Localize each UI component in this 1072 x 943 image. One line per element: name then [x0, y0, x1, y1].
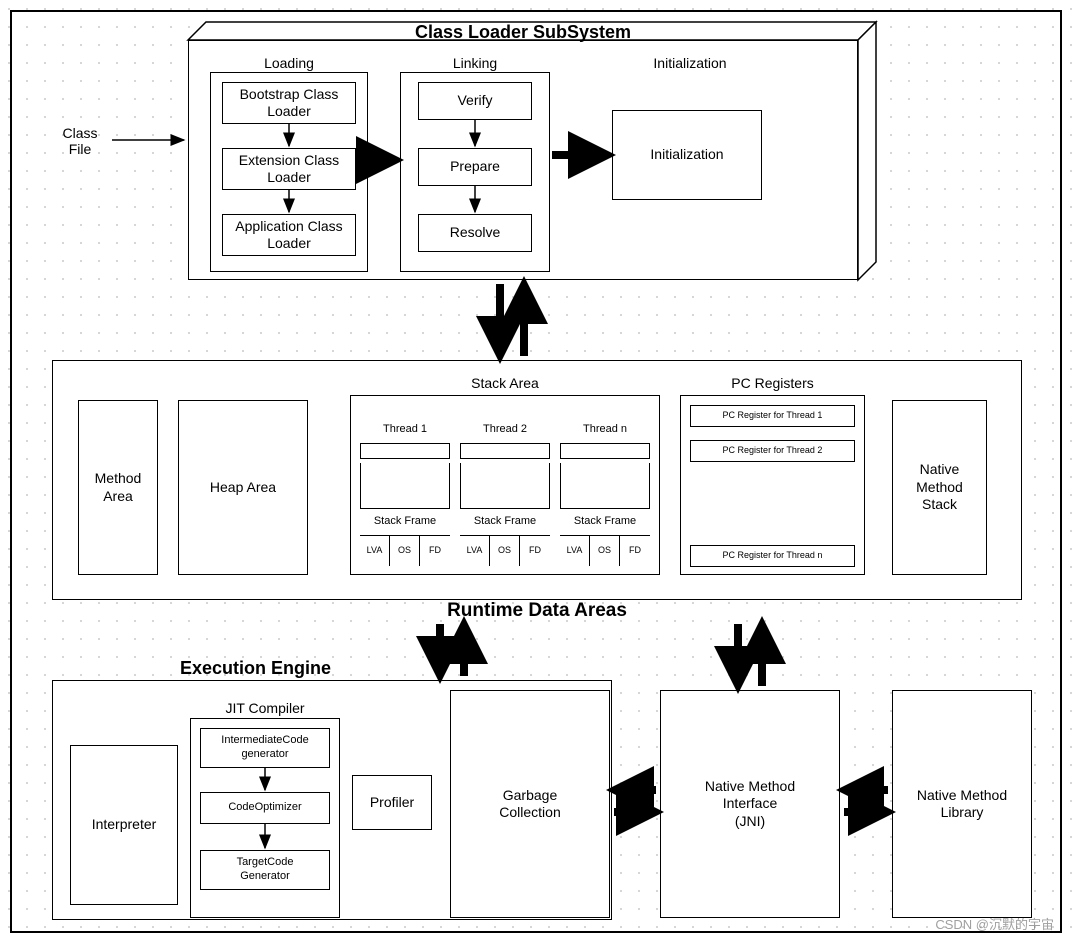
thread-1-stackframe: Stack Frame — [360, 508, 450, 536]
loading-extension-label: Extension Class Loader — [225, 152, 353, 187]
thread-2-stackframe: Stack Frame — [460, 508, 550, 536]
class-loader-title: Class Loader SubSystem — [188, 22, 858, 43]
linking-verify-label: Verify — [457, 92, 492, 110]
execution-engine-title: Execution Engine — [180, 658, 331, 679]
jit-target: TargetCode Generator — [200, 850, 330, 890]
pc-reg-1: PC Register for Thread 1 — [690, 405, 855, 427]
pc-reg-n: PC Register for Thread n — [690, 545, 855, 567]
thread-1-fd: FD — [420, 536, 450, 566]
loading-bootstrap: Bootstrap Class Loader — [222, 82, 356, 124]
runtime-data-title: Runtime Data Areas — [52, 600, 1022, 622]
heap-area-label: Heap Area — [210, 479, 276, 497]
gc-label: Garbage Collection — [499, 787, 560, 822]
loading-bootstrap-label: Bootstrap Class Loader — [225, 86, 353, 121]
thread-1-os: OS — [390, 536, 420, 566]
linking-prepare-label: Prepare — [450, 158, 500, 176]
interpreter-label: Interpreter — [92, 816, 157, 834]
linking-resolve: Resolve — [418, 214, 532, 252]
native-method-stack-box: Native Method Stack — [892, 400, 987, 575]
pc-registers-label: PC Registers — [680, 375, 865, 391]
method-area-label: Method Area — [95, 470, 142, 505]
class-file-label: Class File — [50, 125, 110, 157]
initialization-label: Initialization — [590, 55, 790, 71]
jit-optimizer: CodeOptimizer — [200, 792, 330, 824]
jni-label: Native Method Interface (JNI) — [705, 778, 795, 831]
native-lib-label: Native Method Library — [917, 787, 1007, 822]
initialization-box-label: Initialization — [650, 146, 723, 164]
thread-2-name: Thread 2 — [460, 416, 550, 444]
interpreter-box: Interpreter — [70, 745, 178, 905]
profiler-box: Profiler — [352, 775, 432, 830]
heap-area-box: Heap Area — [178, 400, 308, 575]
jni-box: Native Method Interface (JNI) — [660, 690, 840, 918]
thread-n-spacer — [560, 458, 650, 463]
loading-application-label: Application Class Loader — [225, 218, 353, 253]
thread-n-lva: LVA — [560, 536, 590, 566]
thread-1-spacer — [360, 458, 450, 463]
thread-2-spacer — [460, 458, 550, 463]
thread-n-fd: FD — [620, 536, 650, 566]
gc-box: Garbage Collection — [450, 690, 610, 918]
stack-area-label: Stack Area — [350, 375, 660, 391]
thread-n-os: OS — [590, 536, 620, 566]
watermark: CSDN @沉默的宇宙 — [935, 914, 1054, 933]
thread-2-lva: LVA — [460, 536, 490, 566]
thread-2-fd: FD — [520, 536, 550, 566]
jit-intermediate: IntermediateCode generator — [200, 728, 330, 768]
pc-reg-2: PC Register for Thread 2 — [690, 440, 855, 462]
thread-n-stackframe: Stack Frame — [560, 508, 650, 536]
loading-label: Loading — [210, 55, 368, 71]
thread-1-name: Thread 1 — [360, 416, 450, 444]
loading-extension: Extension Class Loader — [222, 148, 356, 190]
method-area-box: Method Area — [78, 400, 158, 575]
linking-resolve-label: Resolve — [450, 224, 501, 242]
native-method-stack-label: Native Method Stack — [916, 461, 963, 514]
thread-1-lva: LVA — [360, 536, 390, 566]
linking-label: Linking — [400, 55, 550, 71]
thread-2-os: OS — [490, 536, 520, 566]
jit-label: JIT Compiler — [190, 700, 340, 716]
linking-verify: Verify — [418, 82, 532, 120]
loading-application: Application Class Loader — [222, 214, 356, 256]
profiler-label: Profiler — [370, 794, 414, 812]
initialization-box: Initialization — [612, 110, 762, 200]
linking-prepare: Prepare — [418, 148, 532, 186]
thread-n-name: Thread n — [560, 416, 650, 444]
native-lib-box: Native Method Library — [892, 690, 1032, 918]
